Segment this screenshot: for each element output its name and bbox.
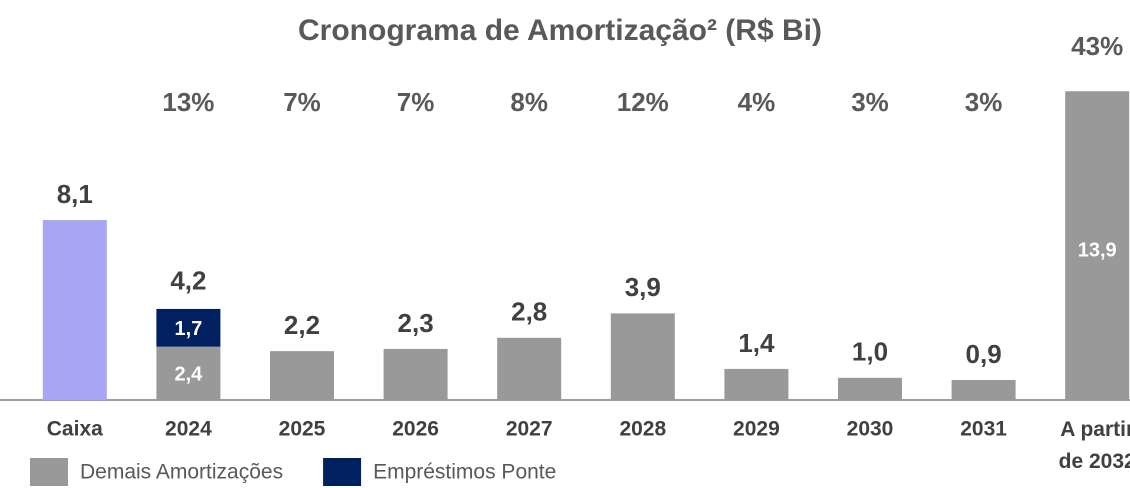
x-tick-label: 2027 <box>506 418 553 441</box>
legend-swatch <box>323 458 362 486</box>
x-tick-label: A partir de 2032 <box>1059 418 1130 473</box>
x-tick-label: 2025 <box>279 418 326 441</box>
total-label: 0,9 <box>966 339 1002 369</box>
share-label: 12% <box>617 87 669 117</box>
legend-label: Empréstimos Ponte <box>373 461 556 484</box>
share-label: 7% <box>397 87 435 117</box>
x-tick-label: 2031 <box>960 418 1007 441</box>
legend-label: Demais Amortizações <box>80 461 283 484</box>
share-label: 7% <box>283 87 321 117</box>
bar <box>156 346 221 400</box>
total-label: 8,1 <box>57 179 93 209</box>
x-tick-label-line: A partir <box>1060 418 1130 441</box>
bar <box>724 368 789 400</box>
share-label: 13% <box>162 87 214 117</box>
bar-value-label: 13,9 <box>1078 240 1117 262</box>
bar <box>951 380 1016 400</box>
bar <box>270 351 334 400</box>
bar <box>838 377 902 400</box>
total-label: 2,8 <box>511 297 547 327</box>
bar-value-label: 2,4 <box>174 364 203 386</box>
bar <box>383 348 448 400</box>
total-label: 2,3 <box>398 308 434 338</box>
share-label: 4% <box>738 87 776 117</box>
x-tick-label: Caixa <box>47 418 103 441</box>
bar <box>42 220 107 400</box>
bar <box>610 313 675 400</box>
bar <box>1065 91 1130 400</box>
share-label: 8% <box>510 87 548 117</box>
chart-title: Cronograma de Amortização² (R$ Bi) <box>298 14 822 47</box>
bar <box>156 308 221 347</box>
total-label: 3,9 <box>625 272 661 302</box>
x-tick-label: 2030 <box>847 418 894 441</box>
total-label: 1,4 <box>738 328 775 358</box>
bar-value-label: 1,7 <box>174 318 202 340</box>
bar <box>497 337 562 400</box>
x-tick-label: 2028 <box>619 418 666 441</box>
x-tick-label-line: de 2032 <box>1059 450 1130 473</box>
total-label: 2,2 <box>284 310 320 340</box>
x-tick-label: 2026 <box>392 418 439 441</box>
legend-swatch <box>30 458 68 486</box>
share-label: 3% <box>851 87 889 117</box>
share-label: 43% <box>1071 31 1123 61</box>
share-label: 3% <box>965 87 1003 117</box>
total-label: 4,2 <box>170 266 206 296</box>
x-tick-label: 2024 <box>165 418 212 441</box>
x-tick-label: 2029 <box>733 418 780 441</box>
total-label: 1,0 <box>852 337 888 367</box>
